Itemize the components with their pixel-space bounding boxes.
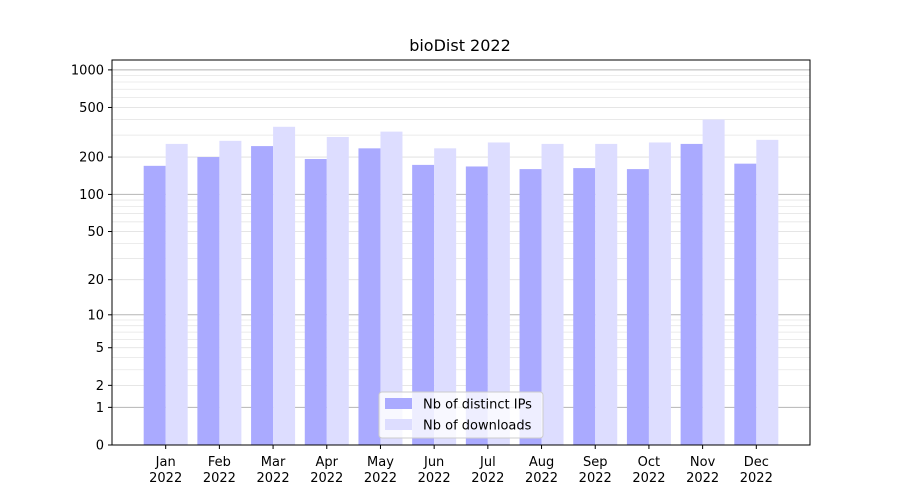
x-tick-label-line: Nov [690, 455, 716, 470]
bar-distinct-ips [412, 164, 435, 446]
bar-distinct-ips [519, 169, 542, 445]
x-tick-label: Mar 2022 [257, 455, 290, 486]
bar-downloads [380, 131, 403, 445]
bar-downloads [434, 148, 457, 445]
x-tick-label-line: Apr [316, 455, 339, 470]
y-tick-label: 1 [96, 401, 104, 416]
x-tick-label-line: Aug [529, 455, 554, 470]
x-tick-label: Nov 2022 [686, 455, 719, 486]
bar-distinct-ips [680, 143, 703, 445]
x-tick-label-line: 2022 [525, 471, 558, 486]
x-tick-label-line: Sep [583, 455, 608, 470]
x-tick-label-line: Dec [744, 455, 769, 470]
x-tick-label-line: 2022 [364, 471, 397, 486]
y-tick-label: 10 [87, 308, 104, 323]
y-tick-label: 5 [96, 341, 104, 356]
bar-distinct-ips [304, 158, 327, 445]
bar-downloads [219, 140, 242, 445]
bar-downloads [702, 119, 725, 446]
bar-downloads [273, 126, 296, 445]
x-tick-label-line: 2022 [418, 471, 451, 486]
bars [143, 119, 779, 446]
x-tick-label-line: 2022 [686, 471, 719, 486]
y-tick-label: 1000 [71, 63, 104, 78]
x-tick-label: Sep 2022 [579, 455, 612, 486]
bar-distinct-ips [573, 168, 596, 445]
x-tick-label-line: Feb [208, 455, 231, 470]
x-tick-label-line: Jun [423, 455, 444, 470]
bar-downloads [595, 143, 618, 445]
bar-distinct-ips [197, 157, 220, 445]
bar-distinct-ips [465, 166, 488, 445]
bar-distinct-ips [251, 146, 274, 446]
legend-swatch [385, 419, 412, 430]
bar-distinct-ips [143, 165, 166, 446]
x-tick-label-line: 2022 [149, 471, 182, 486]
bar-distinct-ips [358, 148, 381, 445]
y-axis: 0 1 2 5 10 20 50 100 200 500 1000 [71, 63, 112, 454]
y-tick-label: 20 [87, 273, 104, 288]
x-tick-label: Aug 2022 [525, 455, 558, 486]
bar-distinct-ips [626, 169, 649, 445]
x-tick-label: Jun 2022 [418, 455, 451, 486]
x-tick-label-line: 2022 [310, 471, 343, 486]
x-tick-label-line: Jan [155, 455, 176, 470]
x-tick-label: Jul 2022 [471, 455, 504, 486]
x-tick-label-line: 2022 [203, 471, 236, 486]
bar-downloads [648, 142, 671, 446]
bar-downloads [326, 136, 349, 446]
bar-downloads [756, 139, 779, 446]
legend-swatch [385, 398, 412, 409]
y-tick-label: 100 [79, 188, 104, 203]
bar-distinct-ips [734, 163, 757, 445]
bar-downloads [541, 143, 564, 445]
x-tick-label: May 2022 [364, 455, 397, 486]
x-tick-label-line: 2022 [632, 471, 665, 486]
x-tick-label: Apr 2022 [310, 455, 343, 486]
y-tick-label: 50 [87, 225, 104, 240]
x-tick-label: Dec 2022 [740, 455, 773, 486]
x-tick-label: Feb 2022 [203, 455, 236, 486]
x-tick-label-line: Oct [638, 455, 660, 470]
y-tick-label: 500 [79, 101, 104, 116]
x-tick-label: Oct 2022 [632, 455, 665, 486]
y-tick-label: 2 [96, 379, 104, 394]
legend-label: Nb of downloads [423, 419, 532, 434]
x-tick-label-line: Jul [479, 455, 496, 470]
y-tick-label: 200 [79, 151, 104, 166]
legend-label: Nb of distinct IPs [423, 398, 532, 413]
legend: Nb of distinct IPs Nb of downloads [378, 391, 544, 439]
chart-title: bioDist 2022 [409, 36, 511, 55]
y-tick-label: 0 [96, 439, 104, 454]
x-tick-label-line: Mar [261, 455, 286, 470]
bar-downloads [165, 143, 188, 445]
x-tick-label-line: May [367, 455, 394, 470]
legend-box [378, 391, 544, 439]
x-tick-label-line: 2022 [579, 471, 612, 486]
x-tick-label-line: 2022 [740, 471, 773, 486]
plot-frame [111, 59, 811, 446]
x-tick-label-line: 2022 [257, 471, 290, 486]
x-tick-label-line: 2022 [471, 471, 504, 486]
bar-downloads [487, 142, 510, 446]
x-tick-label: Jan 2022 [149, 455, 182, 486]
